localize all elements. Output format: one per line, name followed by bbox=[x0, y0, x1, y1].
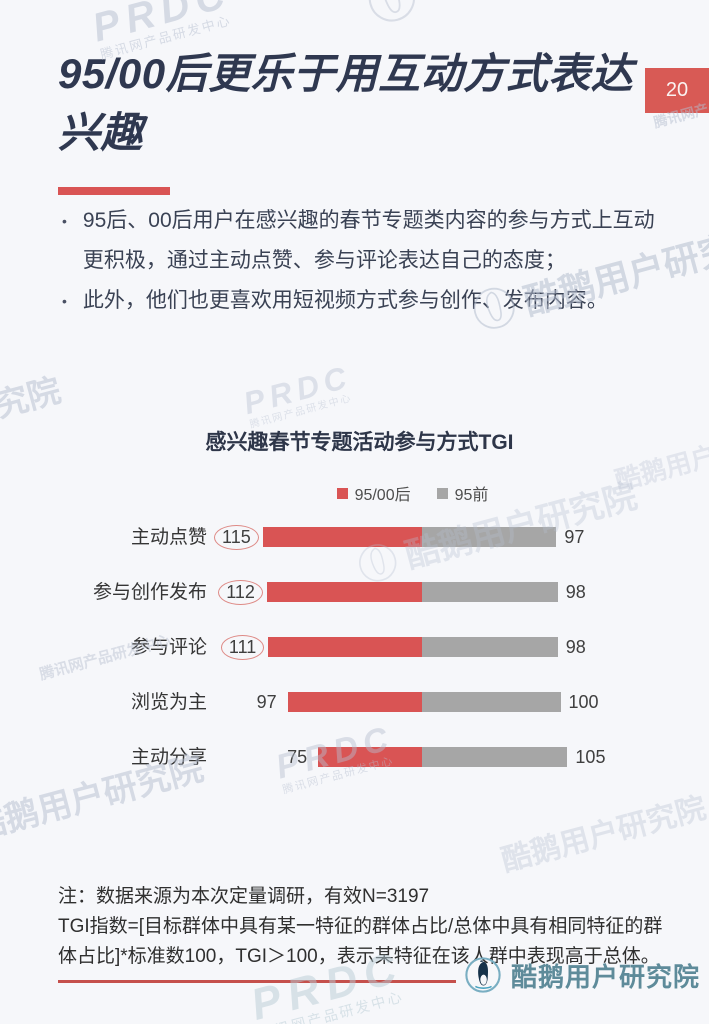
legend-label: 95/00后 bbox=[354, 487, 411, 504]
category-label: 主动点赞 bbox=[130, 527, 207, 548]
chart-row: 参与评论 111 98 bbox=[0, 620, 709, 675]
bar-segment-95-00-hou bbox=[287, 692, 422, 712]
category-label: 主动分享 bbox=[130, 747, 207, 768]
value-label-95-qian: 105 bbox=[575, 747, 606, 767]
chart-row: 主动点赞 115 97 bbox=[0, 510, 709, 565]
bar-segment-95-00-hou bbox=[318, 747, 422, 767]
summary-bullet-list: • 95后、00后用户在感兴趣的春节专题类内容的参与方式上互动更积极，通过主动点… bbox=[62, 201, 670, 321]
value-label-95-00-hou: 112 bbox=[218, 565, 263, 620]
chart-legend: 95/00后 95前 bbox=[58, 481, 709, 505]
value: 97 bbox=[256, 692, 277, 712]
value-label-95-00-hou: 115 bbox=[214, 510, 259, 565]
legend-label: 95前 bbox=[454, 487, 489, 504]
category-label: 参与创作发布 bbox=[92, 582, 207, 603]
value-label-95-qian: 100 bbox=[568, 692, 599, 712]
bar-segment-95-qian bbox=[422, 527, 557, 547]
circled-value: 111 bbox=[220, 635, 265, 660]
category-label: 参与评论 bbox=[130, 637, 207, 658]
bullet-item: • 此外，他们也更喜欢用短视频方式参与创作、发布内容。 bbox=[62, 281, 670, 321]
footer-logo: 酷鹅用户研究院 bbox=[464, 956, 700, 994]
legend-item-95-qian: 95前 bbox=[436, 481, 489, 505]
value: 75 bbox=[287, 747, 308, 767]
circled-value: 115 bbox=[214, 525, 259, 550]
watermark-prdc-word: PRDC bbox=[88, 0, 236, 51]
footer-brand-name: 酷鹅用户研究院 bbox=[511, 961, 701, 992]
value-label-95-qian: 98 bbox=[565, 637, 586, 657]
watermark-prdc-word: PRDC bbox=[240, 359, 356, 422]
bar-segment-95-00-hou bbox=[262, 527, 422, 547]
value-label-95-00-hou: 97 bbox=[257, 675, 277, 730]
watermark-brand-text: 酷鹅用户研究院 bbox=[498, 791, 709, 878]
tgi-bar-chart: 主动点赞 115 97 参与创作发布 112 98 参与评论 111 98 浏览为主 97 100 主动… bbox=[0, 510, 709, 785]
watermark-prdc-subtext: 腾讯网产品研发中心 bbox=[248, 391, 354, 431]
bar-segment-95-qian bbox=[422, 747, 568, 767]
page-title: 95/00后更乐于用互动方式表达兴趣 bbox=[58, 50, 634, 156]
chart-row: 参与创作发布 112 98 bbox=[0, 565, 709, 620]
footer-divider-line bbox=[58, 980, 456, 983]
title-underline bbox=[58, 187, 170, 195]
footnotes: 注：数据来源为本次定量调研，有效N=3197 TGI指数=[目标群体中具有某一特… bbox=[58, 882, 670, 972]
bullet-text: 95后、00后用户在感兴趣的春节专题类内容的参与方式上互动更积极，通过主动点赞、… bbox=[82, 209, 655, 272]
bullet-dot-icon: • bbox=[62, 213, 67, 229]
bullet-dot-icon: • bbox=[62, 293, 67, 309]
chart-row: 浏览为主 97 100 bbox=[0, 675, 709, 730]
value-label-95-00-hou: 75 bbox=[287, 730, 307, 785]
chart-row: 主动分享 75 105 bbox=[0, 730, 709, 785]
watermark-prdc: PRDC 腾讯网产品研发中心 bbox=[240, 359, 358, 430]
footnote-tgi-definition: TGI指数=[目标群体中具有某一特征的群体占比/总体中具有相同特征的群体占比]*… bbox=[58, 916, 663, 967]
bar-segment-95-00-hou bbox=[268, 637, 422, 657]
goose-logo-icon bbox=[465, 957, 501, 993]
footnote-source: 注：数据来源为本次定量调研，有效N=3197 bbox=[58, 886, 430, 907]
watermark-goose-icon bbox=[360, 0, 425, 35]
legend-swatch-gray bbox=[436, 487, 448, 499]
bar-segment-95-qian bbox=[422, 582, 558, 602]
watermark-prdc-subtext: 腾讯网产品研发中心 bbox=[257, 988, 406, 1024]
value-label-95-qian: 97 bbox=[564, 527, 585, 547]
value-label-95-qian: 98 bbox=[565, 582, 586, 602]
legend-swatch-red bbox=[336, 487, 348, 499]
bar-segment-95-qian bbox=[422, 692, 561, 712]
bar-segment-95-00-hou bbox=[266, 582, 422, 602]
bullet-item: • 95后、00后用户在感兴趣的春节专题类内容的参与方式上互动更积极，通过主动点… bbox=[62, 201, 670, 281]
circled-value: 112 bbox=[218, 580, 263, 605]
page-number-badge: 20 bbox=[645, 68, 709, 113]
bar-segment-95-qian bbox=[422, 637, 558, 657]
chart-title: 感兴趣春节专题活动参与方式TGI bbox=[205, 431, 514, 454]
category-label: 浏览为主 bbox=[130, 692, 207, 713]
legend-item-95-00-hou: 95/00后 bbox=[336, 481, 411, 505]
bullet-text: 此外，他们也更喜欢用短视频方式参与创作、发布内容。 bbox=[82, 289, 608, 312]
value-label-95-00-hou: 111 bbox=[220, 620, 265, 675]
